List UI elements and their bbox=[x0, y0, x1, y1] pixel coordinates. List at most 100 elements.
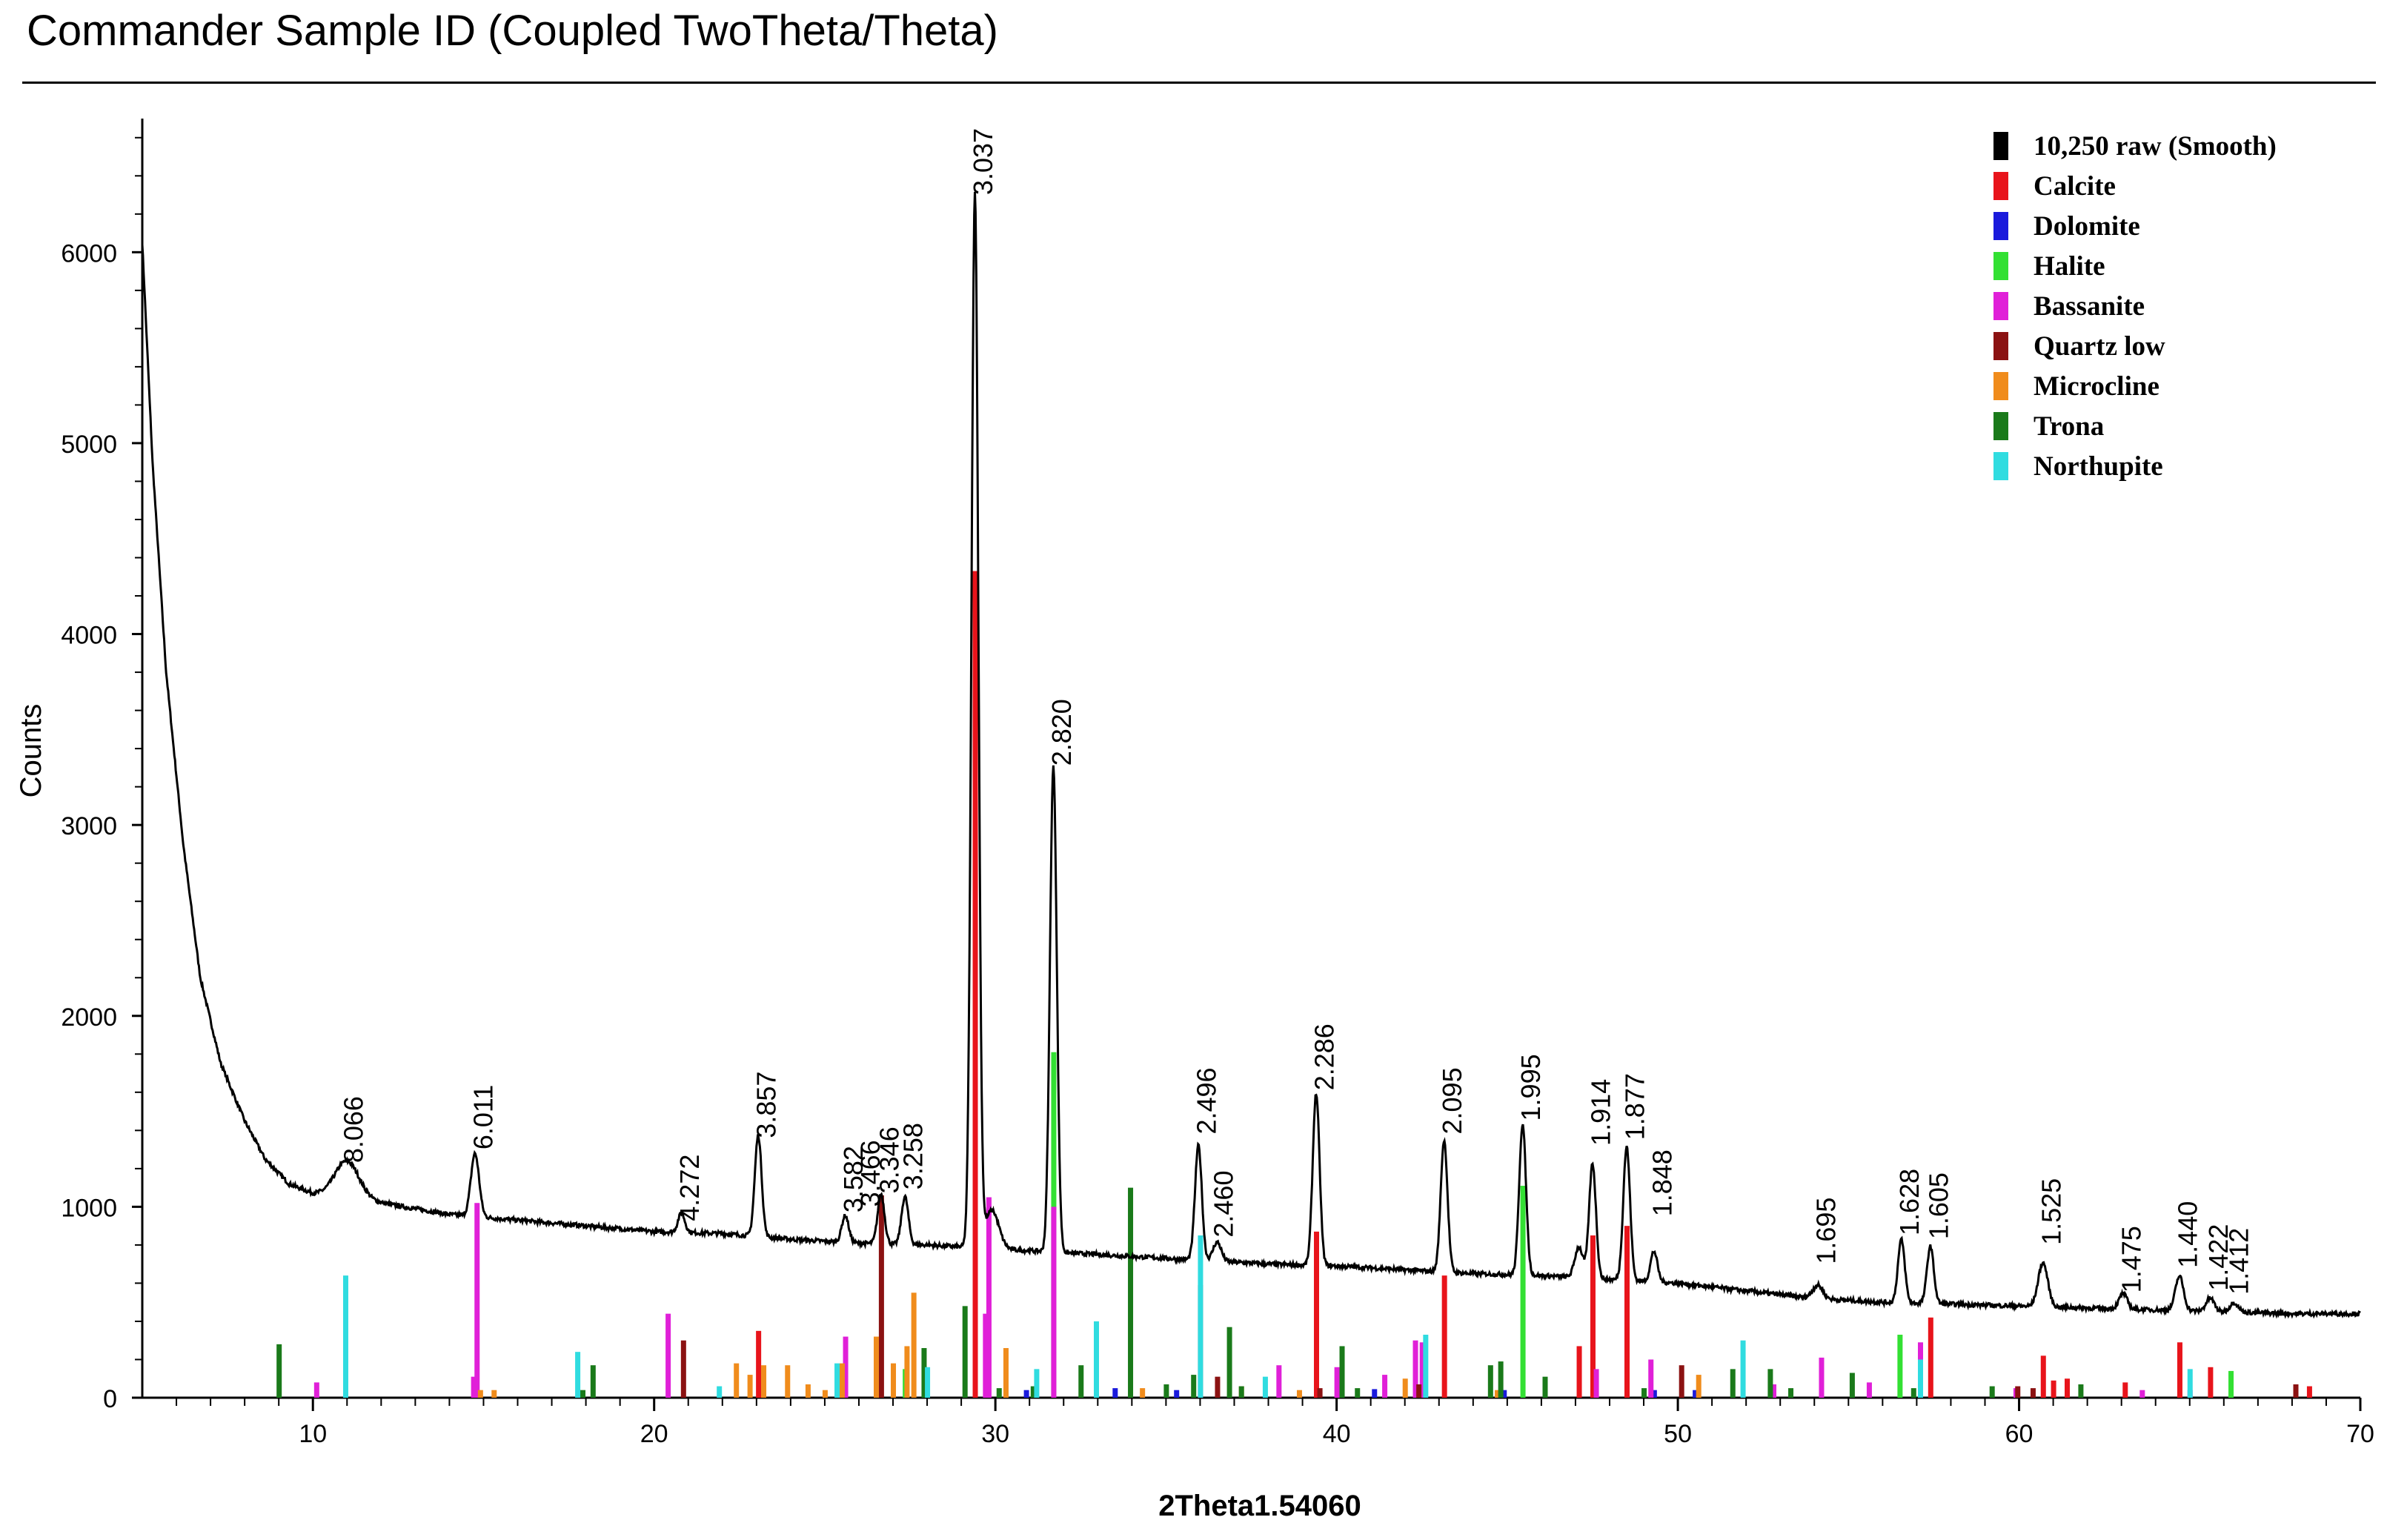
stick-calcite bbox=[2306, 1386, 2312, 1398]
stick-microcline bbox=[904, 1346, 910, 1398]
x-tick-label: 30 bbox=[981, 1420, 1009, 1448]
stick-microcline bbox=[839, 1363, 845, 1398]
stick-bassanite bbox=[1334, 1367, 1340, 1398]
legend-label: Trona bbox=[2034, 411, 2105, 442]
stick-microcline bbox=[761, 1365, 767, 1398]
stick-northupite bbox=[2187, 1369, 2193, 1398]
stick-trona bbox=[1498, 1361, 1504, 1398]
x-tick-label: 50 bbox=[1664, 1420, 1692, 1448]
stick-calcite bbox=[1313, 1231, 1319, 1398]
legend-swatch bbox=[1993, 412, 2008, 440]
stick-trona bbox=[962, 1306, 968, 1398]
stick-microcline bbox=[911, 1292, 917, 1398]
peak-label: 3.582 bbox=[838, 1146, 869, 1212]
legend-item-halite: Halite bbox=[1993, 246, 2277, 286]
stick-halite bbox=[1897, 1334, 1903, 1398]
stick-trona bbox=[1238, 1386, 1244, 1398]
legend-swatch bbox=[1993, 172, 2008, 200]
x-tick-label: 40 bbox=[1323, 1420, 1351, 1448]
stick-bassanite bbox=[1419, 1342, 1425, 1398]
stick-quartz-low bbox=[1679, 1365, 1684, 1398]
legend-label: Quartz low bbox=[2034, 331, 2165, 362]
legend-item-microcline: Microcline bbox=[1993, 366, 2277, 406]
stick-bassanite bbox=[313, 1382, 319, 1398]
stick-trona bbox=[1487, 1365, 1493, 1398]
stick-trona bbox=[590, 1365, 596, 1398]
stick-microcline bbox=[1296, 1390, 1302, 1398]
peak-label: 3.258 bbox=[898, 1123, 929, 1189]
legend-label: Dolomite bbox=[2034, 210, 2140, 242]
legend-label: Bassanite bbox=[2034, 291, 2145, 322]
peak-label: 8.066 bbox=[338, 1096, 368, 1163]
title-divider bbox=[22, 82, 2376, 84]
peak-label: 1.440 bbox=[2172, 1201, 2202, 1268]
legend-item-dolomite: Dolomite bbox=[1993, 206, 2277, 246]
stick-trona bbox=[996, 1388, 1002, 1398]
stick-calcite bbox=[756, 1330, 762, 1398]
stick-trona bbox=[1191, 1375, 1197, 1398]
stick-microcline bbox=[1696, 1375, 1702, 1398]
stick-dolomite bbox=[1693, 1390, 1699, 1398]
stick-trona bbox=[921, 1348, 927, 1398]
stick-bassanite bbox=[986, 1197, 992, 1398]
stick-bassanite bbox=[983, 1313, 989, 1398]
peak-label: 1.475 bbox=[2116, 1226, 2146, 1292]
y-tick-label: 3000 bbox=[61, 812, 117, 840]
stick-northupite bbox=[1198, 1235, 1204, 1398]
legend: 10,250 raw (Smooth) Calcite Dolomite Hal… bbox=[1993, 126, 2277, 486]
stick-dolomite bbox=[1112, 1388, 1118, 1398]
stick-bassanite bbox=[1771, 1384, 1777, 1398]
stick-northupite bbox=[717, 1386, 723, 1398]
stick-quartz-low bbox=[878, 1195, 884, 1398]
stick-northupite bbox=[575, 1352, 581, 1398]
stick-dolomite bbox=[1174, 1390, 1180, 1398]
stick-bassanite bbox=[1866, 1382, 1872, 1398]
y-minor-ticks bbox=[135, 136, 142, 1361]
peak-label: 4.272 bbox=[674, 1155, 705, 1221]
legend-swatch bbox=[1993, 452, 2008, 480]
stick-northupite bbox=[1740, 1340, 1746, 1398]
legend-item-raw: 10,250 raw (Smooth) bbox=[1993, 126, 2277, 166]
y-tick-label: 5000 bbox=[61, 431, 117, 459]
peak-label: 3.466 bbox=[855, 1140, 886, 1207]
stick-bassanite bbox=[1593, 1369, 1599, 1398]
stick-trona bbox=[1641, 1388, 1647, 1398]
peak-label: 2.286 bbox=[1309, 1023, 1339, 1090]
legend-label: Halite bbox=[2034, 250, 2105, 282]
stick-halite bbox=[1520, 1186, 1526, 1398]
stick-quartz-low bbox=[1215, 1376, 1221, 1398]
stick-trona bbox=[1355, 1388, 1361, 1398]
stick-trona bbox=[1730, 1369, 1736, 1398]
y-axis: 0 1000 2000 3000 4000 5000 6000 bbox=[61, 119, 144, 1413]
stick-northupite bbox=[925, 1367, 931, 1398]
stick-bassanite bbox=[1819, 1357, 1825, 1398]
peak-label: 1.628 bbox=[1894, 1169, 1925, 1235]
stick-trona bbox=[1163, 1384, 1169, 1398]
peak-label: 6.011 bbox=[468, 1085, 498, 1149]
stick-northupite bbox=[1918, 1359, 1924, 1398]
legend-item-calcite: Calcite bbox=[1993, 166, 2277, 206]
stick-microcline bbox=[1402, 1378, 1408, 1398]
x-tick-label: 70 bbox=[2346, 1420, 2374, 1448]
legend-label: 10,250 raw (Smooth) bbox=[2034, 130, 2277, 162]
stick-calcite bbox=[2051, 1380, 2056, 1398]
stick-trona bbox=[1078, 1365, 1084, 1398]
stick-microcline bbox=[734, 1363, 740, 1398]
stick-microcline bbox=[805, 1384, 811, 1398]
stick-trona bbox=[1339, 1346, 1345, 1398]
stick-calcite bbox=[1624, 1226, 1630, 1398]
stick-microcline bbox=[747, 1375, 753, 1398]
stick-northupite bbox=[834, 1363, 840, 1398]
x-tick-label: 60 bbox=[2005, 1420, 2034, 1448]
stick-calcite bbox=[1441, 1275, 1447, 1398]
stick-calcite bbox=[2177, 1342, 2182, 1398]
stick-bassanite bbox=[665, 1313, 671, 1398]
peak-label: 1.605 bbox=[1923, 1172, 1953, 1239]
stick-calcite bbox=[1928, 1317, 1933, 1398]
stick-calcite bbox=[2040, 1355, 2046, 1398]
stick-northupite bbox=[1034, 1369, 1040, 1398]
legend-item-bassanite: Bassanite bbox=[1993, 286, 2277, 326]
stick-dolomite bbox=[1501, 1390, 1507, 1398]
raw-trace-group bbox=[141, 191, 2361, 1319]
